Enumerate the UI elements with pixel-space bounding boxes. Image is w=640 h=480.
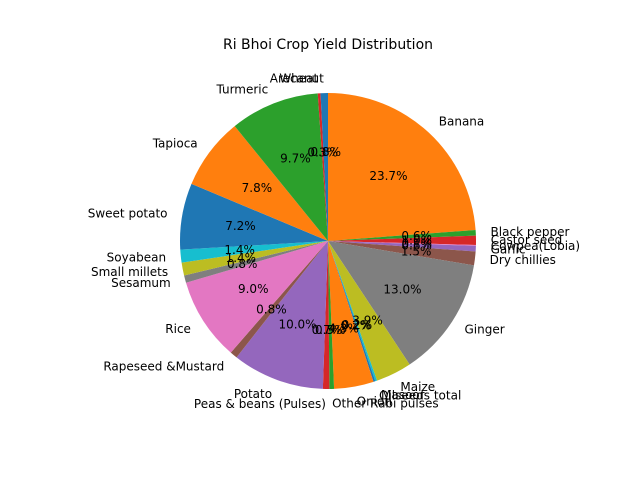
pie-percent-label: 0.3% bbox=[307, 145, 338, 159]
pie-slice-onion bbox=[328, 241, 374, 389]
pie-percent-label: 23.7% bbox=[369, 169, 407, 183]
pie-slice-label: Masoor bbox=[381, 388, 425, 402]
pie-percent-label: 10.0% bbox=[278, 317, 316, 331]
pie-slice-label: Oilseeds total bbox=[379, 389, 461, 403]
pie-percent-label: 0.6% bbox=[401, 239, 432, 253]
pie-percent-label: 7.8% bbox=[242, 181, 273, 195]
pie-slice-potato bbox=[236, 241, 328, 389]
pie-slice-tapioca bbox=[191, 126, 328, 241]
pie-slice-label: Potato bbox=[234, 387, 272, 401]
pie-percent-label: 0.8% bbox=[227, 257, 258, 271]
pie-slice-label: Garlic bbox=[491, 242, 526, 256]
pie-slice-label: Tapioca bbox=[152, 136, 198, 150]
pie-slice-label: Small millets bbox=[91, 265, 168, 279]
pie-percent-label: 0.7% bbox=[312, 323, 343, 337]
pie-percent-label: 1.4% bbox=[224, 243, 255, 257]
pie-percent-label: 13.0% bbox=[383, 282, 421, 296]
pie-slice-castor-seed bbox=[328, 235, 477, 245]
pie-percent-label: 0.5% bbox=[315, 323, 346, 337]
pie-percent-label: 0.8% bbox=[311, 145, 342, 159]
pie-slice-label: Rapeseed &Mustard bbox=[103, 359, 224, 373]
pie-percent-label: 1.5% bbox=[401, 244, 432, 258]
pie-percent-label: 9.7% bbox=[280, 151, 311, 165]
pie-slice-maize bbox=[328, 241, 410, 381]
pie-slice-label: Sesamum bbox=[111, 276, 171, 290]
pie-slice-label: Sweet potato bbox=[88, 207, 168, 221]
pie-slice-dry-chillies bbox=[328, 241, 476, 266]
pie-slice-black-pepper bbox=[328, 230, 476, 241]
pie-percent-label: 0.1% bbox=[402, 237, 433, 251]
chart-title: Ri Bhoi Crop Yield Distribution bbox=[223, 37, 433, 53]
pie-percent-label: 9.0% bbox=[238, 282, 269, 296]
pie-slice-label: Black pepper bbox=[491, 225, 570, 239]
pie-percent-label: 1.4% bbox=[226, 251, 257, 265]
pie-slice-wheat bbox=[317, 93, 328, 241]
pie-percent-label: 0.2% bbox=[341, 318, 372, 332]
pie-slice-garlic bbox=[328, 241, 476, 252]
pie-slice-label: Cowpea(Lobia) bbox=[491, 239, 580, 253]
pie-slice-banana bbox=[328, 93, 476, 241]
pie-slice-cowpea-lobia- bbox=[328, 241, 476, 246]
pie-slice-label: Dry chillies bbox=[490, 253, 556, 267]
pie-slice-label: Turmeric bbox=[215, 83, 268, 97]
pie-slice-label: Banana bbox=[439, 115, 485, 129]
pie-slice-label: Soyabean bbox=[107, 251, 166, 265]
pie-slice-label: Onion bbox=[357, 394, 392, 408]
pie-slice-other-rabi-pulses bbox=[328, 241, 335, 389]
pie-slice-small-millets bbox=[181, 241, 328, 276]
pie-percent-label: 0.2% bbox=[342, 318, 373, 332]
pie-slice-rapeseed-mustard bbox=[230, 241, 328, 358]
pie-slice-rice bbox=[186, 241, 328, 353]
pie-slice-masoor bbox=[328, 241, 378, 382]
pie-percent-label: 0.8% bbox=[256, 302, 287, 316]
pie-percent-label: 0.6% bbox=[401, 229, 432, 243]
pie-slice-label: Castor seed bbox=[491, 233, 562, 247]
pie-slice-arecanut bbox=[320, 93, 328, 241]
pie-slice-label: Other Rabi pulses bbox=[332, 397, 439, 411]
pie-slices bbox=[179, 93, 477, 389]
pie-percent-label: 1.0% bbox=[402, 234, 433, 248]
pie-slice-peas-beans-pulses- bbox=[322, 241, 330, 389]
pie-slice-label: Ginger bbox=[465, 323, 505, 337]
pie-slice-soyabean bbox=[180, 241, 328, 263]
pie-percent-labels: 23.7%0.6%1.0%0.1%0.6%1.5%13.0%3.9%0.2%0.… bbox=[224, 145, 432, 337]
pie-slice-sesamum bbox=[184, 241, 328, 283]
pie-percent-label: 3.9% bbox=[352, 314, 383, 328]
pie-slice-label: Maize bbox=[400, 380, 435, 394]
pie-percent-label: 7.2% bbox=[225, 219, 256, 233]
pie-slice-ginger bbox=[328, 241, 474, 365]
pie-slice-oilseeds-total bbox=[328, 241, 376, 382]
pie-percent-label: 4.3% bbox=[328, 321, 359, 335]
pie-slice-label: Arecanut bbox=[270, 71, 324, 85]
pie-slice-label: Peas & beans (Pulses) bbox=[194, 397, 326, 411]
pie-slice-label: Rice bbox=[165, 322, 191, 336]
pie-slice-sweet-potato bbox=[179, 183, 328, 250]
pie-slice-label: Wheat bbox=[279, 71, 318, 85]
pie-slice-turmeric bbox=[234, 93, 328, 242]
